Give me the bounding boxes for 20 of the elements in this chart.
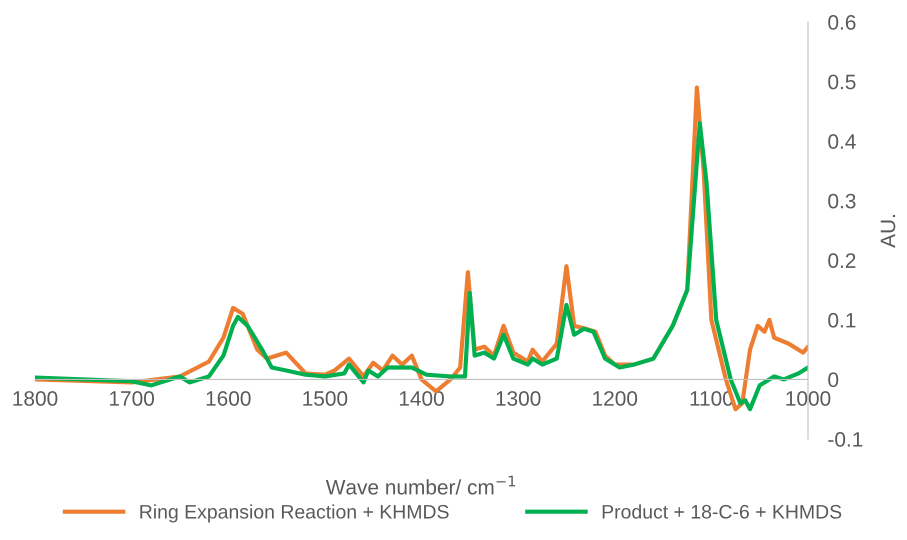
y-tick-label: 0.5 [828, 74, 856, 90]
legend-label: Product + 18-C-6 + KHMDS [602, 504, 842, 519]
x-axis-title: Wave number/ cm$^{−1}$ [326, 476, 516, 495]
y-tick-label: 0.2 [828, 253, 856, 268]
y-axis-title: AU. [880, 215, 896, 248]
x-tick-label: 1800 [13, 391, 58, 406]
x-tick-label: 1300 [496, 391, 540, 406]
y-tick-label: 0.6 [828, 15, 856, 30]
y-tick-label: 0.1 [828, 312, 856, 328]
y-tick-label: -0.1 [828, 432, 862, 447]
y-tick-label: 0.3 [828, 194, 856, 208]
x-tick-label: 1400 [400, 391, 444, 406]
x-tick-label: 1700 [110, 391, 154, 406]
y-tick-label: 0 [828, 372, 838, 388]
x-tick-label: 1600 [206, 391, 251, 406]
legend-label: Ring Expansion Reaction + KHMDS [140, 504, 449, 522]
x-tick-label: 1500 [303, 391, 348, 406]
y-tick-label: 0.4 [828, 134, 856, 149]
x-tick-label: 1000 [786, 391, 830, 406]
x-tick-label: 1200 [593, 391, 638, 406]
